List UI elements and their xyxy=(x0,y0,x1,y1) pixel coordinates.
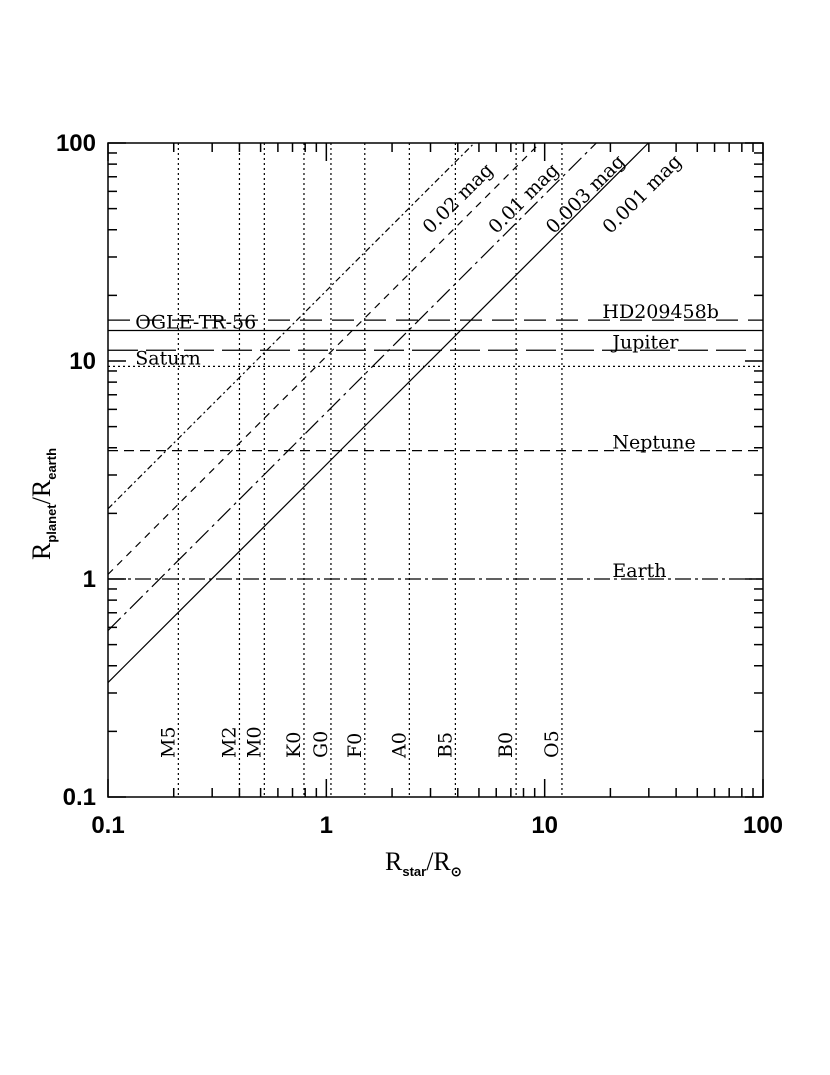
planet-label-jupiter: Jupiter xyxy=(610,331,679,353)
transit-depth-lines xyxy=(107,142,649,683)
plot-frame xyxy=(107,142,764,798)
x-axis-title: Rstar/R⊙ xyxy=(385,847,462,879)
y-tick-label: 0.1 xyxy=(63,784,96,811)
plot-area-border xyxy=(107,142,764,798)
y-axis-title: Rplanet/Rearth xyxy=(27,448,59,560)
planet-label-saturn: Saturn xyxy=(135,347,201,369)
axis-ticks: 0.1 1 10 100 0.1 1 10 100 xyxy=(56,130,783,839)
depth-label-0-02-mag: 0.02 mag xyxy=(418,159,497,238)
depth-line-0-003-mag xyxy=(107,142,597,631)
planet-label-neptune: Neptune xyxy=(612,432,695,454)
planet-label-earth: Earth xyxy=(612,560,666,582)
y-tick-label: 10 xyxy=(69,348,96,375)
depth-line-0-02-mag xyxy=(107,142,475,510)
x-axis-title-main: R xyxy=(385,847,403,876)
x-tick-label: 100 xyxy=(743,812,783,839)
annotations: M5 M2 M0 K0 G0 F0 A0 B5 B0 O5 HD209458b OGLE-TR-56 J… xyxy=(135,151,719,759)
depth-line-0-001-mag xyxy=(107,142,649,683)
x-axis-title-sub2: ⊙ xyxy=(451,864,462,879)
y-tick-label: 1 xyxy=(83,566,96,593)
depth-line-0-01-mag xyxy=(107,142,541,575)
y-axis-title-sep: /R xyxy=(27,479,56,504)
spectral-label-b0: B0 xyxy=(495,732,517,758)
spectral-label-o5: O5 xyxy=(541,730,563,758)
x-tick-label: 10 xyxy=(531,812,558,839)
y-axis-title-sub2: earth xyxy=(44,448,59,480)
spectral-type-lines xyxy=(177,143,563,797)
planet-label-ogle-tr-56: OGLE-TR-56 xyxy=(135,312,256,334)
planet-label-hd209458b: HD209458b xyxy=(602,301,719,323)
spectral-label-m2: M2 xyxy=(218,726,240,758)
x-tick-label: 0.1 xyxy=(91,812,124,839)
x-axis-title-sub: star xyxy=(402,864,426,879)
planet-radius-lines xyxy=(108,319,763,580)
spectral-label-a0: A0 xyxy=(388,732,410,759)
y-axis-title-sub: planet xyxy=(44,504,59,543)
y-tick-label: 100 xyxy=(56,130,96,157)
x-tick-label: 1 xyxy=(320,812,333,839)
spectral-label-g0: G0 xyxy=(310,731,332,758)
x-axis-title-sep: /R xyxy=(426,847,451,876)
spectral-label-m0: M0 xyxy=(243,726,265,758)
spectral-label-m5: M5 xyxy=(157,726,179,758)
spectral-label-k0: K0 xyxy=(283,732,305,758)
spectral-label-b5: B5 xyxy=(434,732,456,758)
spectral-label-f0: F0 xyxy=(344,733,366,758)
y-axis-title-main: R xyxy=(27,542,56,560)
